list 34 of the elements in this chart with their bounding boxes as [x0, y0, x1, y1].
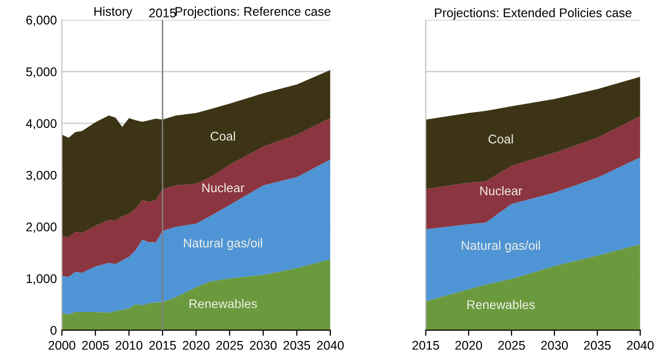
x-tick-label: 2005: [82, 340, 109, 350]
x-tick-label: 2030: [541, 340, 568, 350]
series-label: Natural gas/oil: [184, 238, 262, 250]
x-tick-label: 2040: [317, 340, 344, 350]
chart-title: Projections: Extended Policies case: [435, 8, 632, 20]
text: Projections: Reference case: [176, 6, 330, 18]
series-label: Renewables: [467, 300, 535, 310]
y-tick-label: 6,000: [26, 16, 57, 26]
x-tick-label: 2015: [412, 340, 440, 350]
y-tick-label: 0: [50, 326, 57, 335]
series-label: Coal: [210, 131, 235, 141]
series-label: Coal: [488, 134, 513, 144]
x-tick-label: 2040: [626, 340, 654, 350]
y-tick-label: 3,000: [26, 170, 57, 182]
x-tick-label: 2035: [584, 340, 611, 350]
x-tick-label: 2010: [116, 340, 142, 350]
series-label: Natural gas/oil: [462, 240, 540, 252]
series-label: Nuclear: [202, 183, 244, 192]
y-tick-label: 2,000: [26, 222, 57, 233]
x-tick-label: 2020: [455, 340, 482, 350]
x-tick-label: 2035: [283, 340, 310, 350]
text: History: [94, 6, 132, 18]
x-tick-label: 2015: [149, 340, 176, 350]
series-label: Nuclear: [480, 186, 522, 196]
series-label: Renewables: [190, 298, 257, 308]
x-tick-label: 2030: [250, 340, 277, 350]
x-tick-label: 2025: [498, 340, 525, 350]
y-tick-label: 5,000: [26, 67, 57, 78]
x-tick-label: 2000: [48, 340, 76, 350]
x-tick-label: 2025: [216, 340, 244, 350]
y-tick-label: 1,000: [26, 274, 57, 285]
x-tick-label: 2020: [182, 340, 210, 350]
y-tick-label: 4,000: [26, 119, 57, 130]
ref-line-label: 2015: [149, 8, 176, 18]
